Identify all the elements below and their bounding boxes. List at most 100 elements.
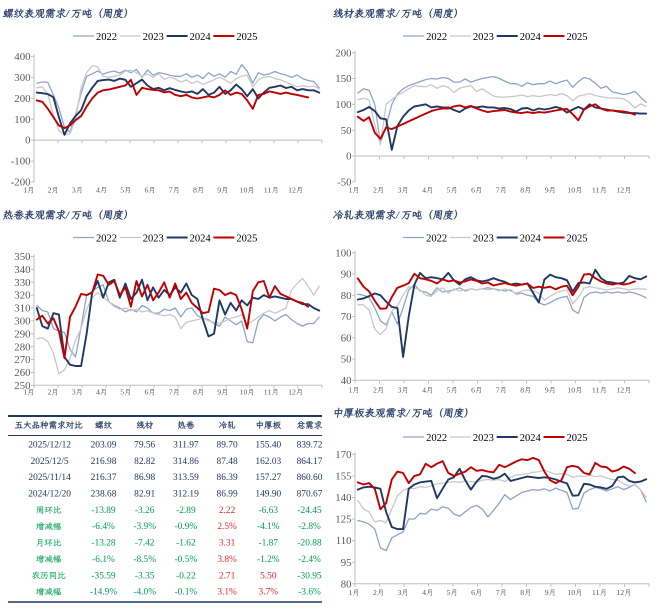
svg-text:2025: 2025 <box>236 233 257 244</box>
svg-text:8: 8 <box>520 386 524 395</box>
svg-text:/: / <box>65 210 70 222</box>
svg-text:86.99: 86.99 <box>217 490 238 500</box>
svg-text:5: 5 <box>120 388 124 397</box>
svg-text:2.71: 2.71 <box>219 571 236 581</box>
svg-text:250: 250 <box>14 380 30 392</box>
svg-text:12: 12 <box>616 186 624 195</box>
svg-text:870.67: 870.67 <box>297 490 323 500</box>
svg-text:839.72: 839.72 <box>297 441 323 451</box>
svg-text:3: 3 <box>72 186 76 195</box>
svg-text:-3.9%: -3.9% <box>133 522 156 532</box>
svg-text:3: 3 <box>398 386 402 395</box>
svg-text:320: 320 <box>14 290 30 302</box>
svg-text:300: 300 <box>14 316 30 328</box>
svg-text:12: 12 <box>288 388 296 397</box>
svg-text:80: 80 <box>341 578 352 590</box>
svg-text:6: 6 <box>471 386 475 395</box>
svg-text:95: 95 <box>341 557 352 569</box>
svg-text:2.22: 2.22 <box>219 506 236 516</box>
svg-text:150: 150 <box>335 73 351 85</box>
svg-text:11: 11 <box>592 386 600 395</box>
svg-text:1: 1 <box>23 388 27 397</box>
svg-text:157.27: 157.27 <box>255 473 281 483</box>
svg-text:400: 400 <box>14 51 30 63</box>
svg-text:-0.5%: -0.5% <box>175 555 198 565</box>
svg-text:203.09: 203.09 <box>91 441 117 451</box>
svg-text:40: 40 <box>341 375 352 387</box>
svg-text:10: 10 <box>567 588 575 597</box>
svg-text:9: 9 <box>217 186 221 195</box>
svg-text:300: 300 <box>14 72 30 84</box>
svg-text:864.17: 864.17 <box>297 457 323 467</box>
svg-text:312.19: 312.19 <box>173 490 199 500</box>
svg-text:-50: -50 <box>337 176 351 188</box>
svg-text:-200: -200 <box>11 177 31 189</box>
svg-text:1: 1 <box>348 186 352 195</box>
svg-text:12: 12 <box>616 386 624 395</box>
svg-text:11: 11 <box>264 186 272 195</box>
svg-text:-100: -100 <box>11 156 31 168</box>
svg-text:-7.42: -7.42 <box>135 539 155 549</box>
svg-text:-1.62: -1.62 <box>176 539 196 549</box>
svg-text:6: 6 <box>471 186 475 195</box>
svg-text:11: 11 <box>592 588 600 597</box>
svg-text:10: 10 <box>240 388 248 397</box>
svg-text:2: 2 <box>373 386 377 395</box>
svg-text:140: 140 <box>335 492 351 504</box>
svg-text:11: 11 <box>592 186 600 195</box>
svg-text:-6.1%: -6.1% <box>92 555 115 565</box>
svg-text:-3.26: -3.26 <box>135 506 155 516</box>
svg-text:238.68: 238.68 <box>91 490 117 500</box>
svg-text:3.7%: 3.7% <box>259 588 279 598</box>
svg-text:260: 260 <box>14 367 30 379</box>
svg-text:2025: 2025 <box>567 32 588 43</box>
svg-text:5: 5 <box>447 186 451 195</box>
svg-text:100: 100 <box>335 99 351 111</box>
svg-text:-4.1%: -4.1% <box>257 522 280 532</box>
svg-text:2: 2 <box>373 588 377 597</box>
svg-text:-1.2%: -1.2% <box>257 555 280 565</box>
svg-text:200: 200 <box>335 47 351 59</box>
svg-text:3.1%: 3.1% <box>217 588 237 598</box>
svg-text:9: 9 <box>545 186 549 195</box>
svg-text:1: 1 <box>348 386 352 395</box>
svg-text:-0.9%: -0.9% <box>175 522 198 532</box>
svg-text:270: 270 <box>14 354 30 366</box>
svg-text:/: / <box>395 210 400 222</box>
svg-text:314.86: 314.86 <box>173 457 199 467</box>
svg-text:86.39: 86.39 <box>217 473 238 483</box>
svg-text:162.03: 162.03 <box>255 457 281 467</box>
svg-text:280: 280 <box>14 341 30 353</box>
svg-text:216.98: 216.98 <box>91 457 117 467</box>
svg-text:8: 8 <box>520 588 524 597</box>
svg-text:-1.87: -1.87 <box>259 539 279 549</box>
svg-text:-2.89: -2.89 <box>176 506 196 516</box>
svg-text:8: 8 <box>193 388 197 397</box>
svg-text:8: 8 <box>193 186 197 195</box>
svg-text:3: 3 <box>398 588 402 597</box>
svg-text:9: 9 <box>217 388 221 397</box>
svg-text:-0.22: -0.22 <box>176 571 196 581</box>
svg-text:110: 110 <box>336 535 352 547</box>
svg-text:4: 4 <box>422 186 426 195</box>
svg-text:1: 1 <box>348 588 352 597</box>
svg-text:-3.35: -3.35 <box>135 571 155 581</box>
svg-text:82.82: 82.82 <box>134 457 155 467</box>
svg-text:6: 6 <box>145 186 149 195</box>
svg-text:10: 10 <box>567 186 575 195</box>
svg-text:2023: 2023 <box>473 433 494 444</box>
svg-text:2024: 2024 <box>190 233 212 244</box>
svg-text:-3.6%: -3.6% <box>298 588 321 598</box>
svg-text:2: 2 <box>48 186 52 195</box>
svg-text:2025: 2025 <box>567 233 588 244</box>
svg-text:70: 70 <box>341 311 352 323</box>
svg-text:-20.88: -20.88 <box>297 539 322 549</box>
svg-text:100: 100 <box>335 247 351 259</box>
svg-text:0: 0 <box>346 151 351 163</box>
svg-text:2024: 2024 <box>190 32 212 43</box>
svg-text:310: 310 <box>14 303 30 315</box>
svg-text:5: 5 <box>120 186 124 195</box>
svg-text:6: 6 <box>145 388 149 397</box>
svg-text:2.5%: 2.5% <box>217 522 237 532</box>
svg-text:80: 80 <box>341 290 352 302</box>
